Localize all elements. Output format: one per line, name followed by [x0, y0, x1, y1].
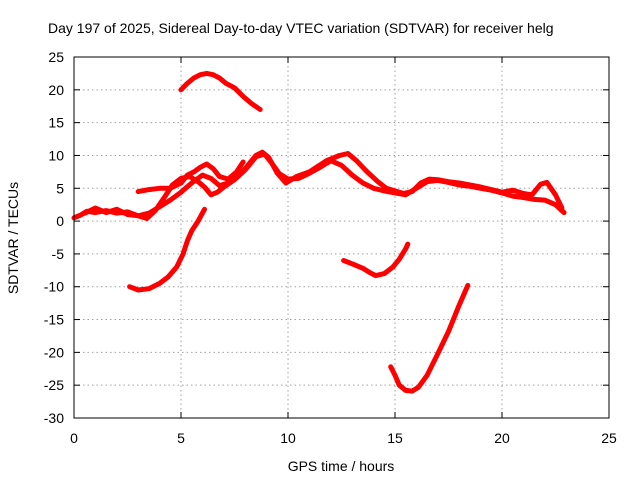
x-tick-label: 25 [601, 430, 617, 446]
x-tick-label: 20 [494, 430, 510, 446]
y-tick-label: 10 [48, 147, 64, 163]
y-tick-label: 25 [48, 49, 64, 65]
y-tick-label: 0 [56, 213, 64, 229]
series-arc-4 [178, 70, 263, 112]
series-arc-5 [127, 206, 207, 293]
y-tick-label: -10 [44, 279, 64, 295]
y-tick-label: -5 [52, 246, 65, 262]
x-tick-label: 10 [280, 430, 296, 446]
y-tick-label: 5 [56, 180, 64, 196]
series-layer [71, 70, 567, 394]
y-tick-label: -25 [44, 377, 64, 393]
y-tick-label: -30 [44, 410, 64, 426]
y-tick-label: -15 [44, 312, 64, 328]
series-arc-2 [82, 149, 565, 219]
plot-frame [73, 56, 610, 419]
series-arc-7 [388, 282, 471, 394]
x-tick-label: 5 [177, 430, 185, 446]
y-tick-label: 20 [48, 82, 64, 98]
y-axis-label: SDTVAR / TECUs [5, 182, 21, 294]
y-tick-label: 15 [48, 115, 64, 131]
x-tick-label: 15 [387, 430, 403, 446]
chart-title: Day 197 of 2025, Sidereal Day-to-day VTE… [48, 20, 554, 36]
grid [74, 57, 609, 418]
y-tick-label: -20 [44, 344, 64, 360]
x-tick-label: 0 [70, 430, 78, 446]
axis-ticks: 0 5 10 15 20 25 -30 -25 -20 -15 -10 -5 0 5 10 15 20 25 [44, 49, 617, 446]
series-arc-3 [135, 159, 246, 195]
x-axis-label: GPS time / hours [288, 458, 395, 474]
series-arc-6 [341, 241, 411, 279]
